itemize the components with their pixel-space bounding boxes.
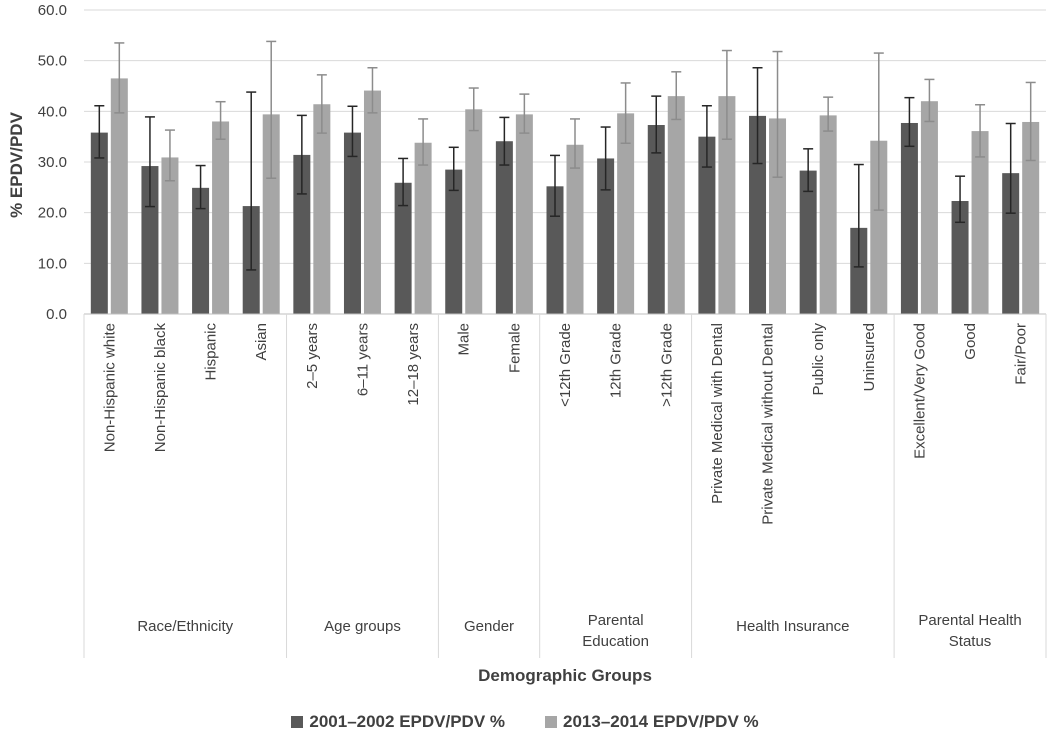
y-tick-label: 50.0 (38, 53, 67, 70)
category-label: Non-Hispanic black (152, 323, 169, 453)
category-label: Uninsured (861, 323, 878, 391)
category-label: 6–11 years (354, 323, 371, 396)
category-label: Good (962, 323, 979, 360)
group-label: Status (949, 633, 992, 650)
legend: 2001–2002 EPDV/PDV % 2013–2014 EPDV/PDV … (0, 712, 1050, 732)
group-label: Race/Ethnicity (137, 618, 233, 635)
category-label: Hispanic (203, 323, 220, 381)
bar (749, 115, 767, 314)
y-tick-label: 30.0 (38, 154, 67, 171)
y-tick-label: 20.0 (38, 205, 67, 222)
legend-label-2001: 2001–2002 EPDV/PDV % (309, 712, 505, 731)
group-label: Education (582, 633, 649, 650)
bar (667, 96, 685, 314)
group-label: Gender (464, 618, 514, 635)
group-label: Parental (588, 612, 644, 629)
bar (951, 201, 969, 314)
bar (1022, 121, 1040, 315)
legend-label-2013: 2013–2014 EPDV/PDV % (563, 712, 759, 731)
legend-item-2001: 2001–2002 EPDV/PDV % (291, 712, 505, 732)
bar (445, 169, 463, 314)
bar (870, 140, 888, 314)
bar (262, 114, 280, 314)
bar (161, 157, 179, 314)
bar (647, 125, 665, 314)
category-label: Non-Hispanic white (101, 323, 118, 452)
bar (819, 115, 837, 315)
category-label: Asian (253, 323, 270, 361)
x-axis-title: Demographic Groups (478, 666, 652, 685)
y-axis-title: % EPDV/PDV (7, 111, 26, 217)
group-label: Age groups (324, 618, 401, 635)
category-label: <12th Grade (557, 323, 574, 407)
bar (110, 78, 128, 315)
category-label: 12–18 years (405, 323, 422, 406)
bar (597, 158, 615, 314)
group-label: Parental Health (918, 612, 1021, 629)
category-label: >12th Grade (658, 323, 675, 407)
bar (394, 182, 412, 314)
bar (141, 166, 159, 314)
y-tick-label: 10.0 (38, 255, 67, 272)
bar (293, 154, 311, 314)
y-tick-label: 0.0 (46, 306, 67, 323)
category-label: Public only (810, 323, 827, 396)
bar (971, 131, 989, 314)
category-label: Female (506, 323, 523, 373)
bar (900, 122, 918, 314)
bar (90, 132, 108, 314)
category-label: 2–5 years (304, 323, 321, 389)
bar (850, 227, 868, 314)
bar (718, 96, 736, 314)
bar (566, 144, 584, 314)
bar (192, 187, 210, 314)
bar (515, 114, 533, 314)
bar (313, 104, 331, 315)
category-label: 12th Grade (608, 323, 625, 398)
bar (414, 142, 432, 314)
legend-item-2013: 2013–2014 EPDV/PDV % (545, 712, 759, 732)
bar (212, 121, 230, 314)
group-label: Health Insurance (736, 618, 849, 635)
legend-swatch-2013 (545, 716, 557, 728)
bar (698, 136, 716, 314)
bar (363, 90, 381, 314)
bar (546, 186, 564, 314)
bar (769, 118, 787, 314)
bar (343, 132, 361, 314)
bar (799, 170, 817, 314)
legend-swatch-2001 (291, 716, 304, 728)
category-label: Excellent/Very Good (911, 323, 928, 459)
bar (920, 101, 938, 314)
y-tick-label: 60.0 (38, 2, 67, 19)
bar (617, 113, 635, 314)
y-tick-label: 40.0 (38, 103, 67, 120)
bar (465, 109, 483, 314)
category-label: Male (456, 323, 473, 356)
category-label: Fair/Poor (1013, 323, 1030, 385)
category-label: Private Medical with Dental (709, 323, 726, 504)
bar (1002, 173, 1020, 314)
category-label: Private Medical without Dental (760, 323, 777, 525)
bar (495, 141, 513, 314)
